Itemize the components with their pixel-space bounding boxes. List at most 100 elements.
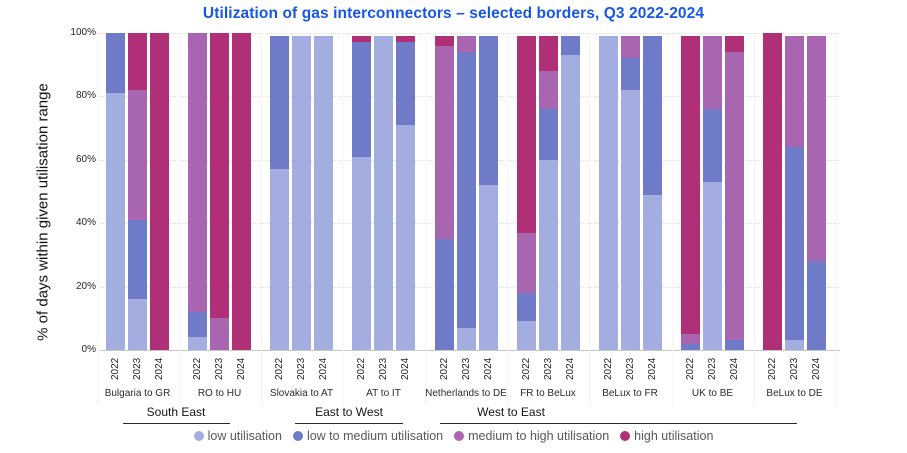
segment-high xyxy=(516,36,536,233)
segment-low xyxy=(598,36,618,350)
segment-low xyxy=(292,36,311,350)
segment-high xyxy=(210,33,229,319)
x-tick-year: 2022 xyxy=(110,357,121,381)
segment-high xyxy=(763,33,782,350)
segment-low-to-medium xyxy=(352,42,371,157)
segment-medium-to-high xyxy=(210,318,229,350)
bar-2024 xyxy=(642,36,662,350)
segment-low-to-medium xyxy=(703,109,722,182)
bar-2022 xyxy=(352,36,371,350)
bar-2022 xyxy=(106,33,125,350)
bar-2024 xyxy=(725,36,744,350)
y-tick-20: 20% xyxy=(75,280,96,292)
x-tick-year: 2024 xyxy=(646,357,658,381)
legend-label-low-to-medium: low to medium utilisation xyxy=(306,429,444,443)
segment-high xyxy=(396,36,415,43)
group-separator xyxy=(425,33,426,405)
region-label-east-to-west: East to West xyxy=(315,405,383,419)
border-group-label: Bulgaria to GR xyxy=(104,388,171,399)
segment-high xyxy=(352,36,371,43)
x-tick-year: 2022 xyxy=(767,357,778,381)
segment-low-to-medium xyxy=(642,36,662,195)
segment-low xyxy=(478,185,498,350)
segment-low-to-medium xyxy=(807,261,826,350)
bar-2022 xyxy=(434,36,454,350)
legend-item-high: high utilisation xyxy=(620,429,713,443)
x-tick-year: 2023 xyxy=(460,357,472,381)
group-separator xyxy=(96,33,98,405)
border-group-label: Slovakia to AT xyxy=(269,388,334,399)
segment-low xyxy=(128,299,147,350)
segment-low-to-medium xyxy=(396,42,415,125)
segment-low-to-medium xyxy=(538,109,558,160)
segment-medium-to-high xyxy=(538,71,558,110)
x-tick-year: 2023 xyxy=(378,357,389,381)
segment-low-to-medium xyxy=(456,52,476,328)
bar-2023 xyxy=(620,36,640,350)
x-tick-year: 2022 xyxy=(438,357,450,381)
x-tick-year: 2022 xyxy=(520,357,532,381)
group-separator xyxy=(178,33,180,405)
x-tick-year: 2024 xyxy=(154,357,165,381)
border-group-label: AT to IT xyxy=(366,388,401,399)
bar-2023 xyxy=(128,33,147,350)
x-tick-year: 2023 xyxy=(296,357,307,381)
group-separator xyxy=(507,33,508,405)
gridline-100 xyxy=(100,33,840,34)
segment-low xyxy=(538,159,558,350)
segment-low xyxy=(106,93,125,350)
group-separator xyxy=(835,33,837,405)
x-tick-year: 2022 xyxy=(602,357,614,381)
x-tick-year: 2022 xyxy=(274,357,285,381)
y-tick-100: 100% xyxy=(70,27,96,38)
border-group-label: FR to BeLux xyxy=(520,388,576,399)
bar-2024 xyxy=(314,36,333,350)
legend-item-low: low utilisation xyxy=(193,429,282,443)
bar-2022 xyxy=(598,36,618,350)
group-separator xyxy=(671,33,673,405)
segment-low-to-medium xyxy=(128,220,147,300)
bar-2022 xyxy=(270,36,289,350)
segment-low xyxy=(620,90,640,350)
segment-high xyxy=(681,36,700,335)
x-tick-year: 2023 xyxy=(542,357,554,381)
segment-medium-to-high xyxy=(681,334,700,344)
segment-low-to-medium xyxy=(516,292,536,322)
legend-label-low: low utilisation xyxy=(207,429,282,443)
y-tick-40: 40% xyxy=(75,217,96,229)
x-tick-year: 2024 xyxy=(729,357,740,381)
x-tick-year: 2023 xyxy=(132,357,143,381)
legend-label-medium-to-high: medium to high utilisation xyxy=(468,429,610,443)
segment-high xyxy=(232,33,251,350)
segment-low xyxy=(456,327,476,350)
segment-high xyxy=(725,36,744,52)
segment-low-to-medium xyxy=(434,239,454,350)
bar-2023 xyxy=(374,36,393,350)
segment-low xyxy=(374,36,393,350)
legend-dot-low-to-medium-icon xyxy=(292,431,303,441)
legend-dot-high-icon xyxy=(620,431,631,441)
segment-low-to-medium xyxy=(620,58,640,91)
segment-low-to-medium xyxy=(106,33,125,94)
x-tick-year: 2023 xyxy=(624,357,636,381)
x-tick-year: 2024 xyxy=(482,357,494,381)
y-tick-80: 80% xyxy=(75,90,96,102)
border-group-label: Netherlands to DE xyxy=(425,388,507,399)
bar-2022 xyxy=(763,33,782,350)
segment-low-to-medium xyxy=(681,343,700,350)
segment-low xyxy=(560,55,580,350)
y-tick-60: 60% xyxy=(75,153,96,165)
bar-2023 xyxy=(456,36,476,350)
bar-2024 xyxy=(232,33,251,350)
bar-2022 xyxy=(188,33,207,350)
segment-low xyxy=(270,169,289,350)
region-underline-east-to-west xyxy=(295,423,403,424)
bar-2023 xyxy=(210,33,229,350)
group-separator xyxy=(589,33,590,405)
border-group-label: UK to BE xyxy=(691,388,734,399)
x-tick-year: 2024 xyxy=(318,357,329,381)
region-label-south-east: South East xyxy=(146,405,206,419)
segment-low-to-medium xyxy=(478,36,498,186)
segment-low xyxy=(703,181,722,350)
